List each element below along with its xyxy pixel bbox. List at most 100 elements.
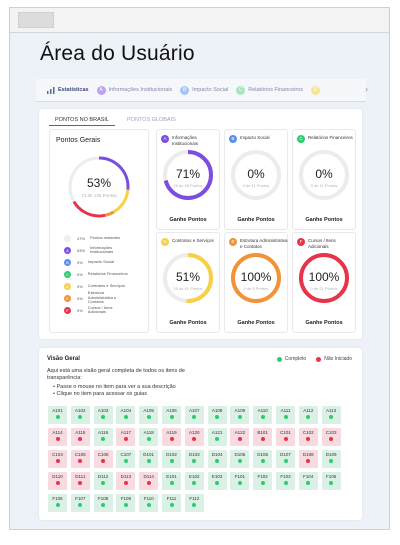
earn-points-button[interactable]: Ganhe Pontos bbox=[169, 217, 207, 223]
app-window: Área do Usuário Estatísticas A Informações… bbox=[9, 7, 390, 530]
item-cell[interactable]: C107 bbox=[116, 450, 136, 468]
legend-dot-icon: B bbox=[64, 258, 71, 266]
status-dot-icon bbox=[169, 437, 174, 441]
status-dot-icon bbox=[306, 437, 311, 441]
status-dot-icon bbox=[283, 481, 288, 485]
item-id: D105 bbox=[234, 452, 246, 457]
item-id: F102 bbox=[257, 474, 268, 479]
item-cell[interactable]: F110 bbox=[139, 494, 159, 512]
item-cell[interactable]: A105 bbox=[139, 406, 159, 424]
item-cell[interactable]: D113 bbox=[116, 472, 136, 490]
item-cell[interactable]: E103 bbox=[207, 472, 227, 490]
item-cell[interactable]: F103 bbox=[276, 472, 295, 490]
subtab-0[interactable]: PONTOS NO BRASIL bbox=[49, 115, 115, 126]
item-cell[interactable]: A109 bbox=[230, 406, 250, 424]
status-dot-icon bbox=[146, 503, 151, 507]
item-cell[interactable]: A113 bbox=[321, 406, 341, 424]
item-cell[interactable]: F111 bbox=[162, 494, 181, 512]
points-card: PONTOS NO BRASIL PONTOS GLOBAIS Pontos Ge… bbox=[39, 109, 362, 339]
item-cell[interactable]: A103 bbox=[93, 406, 113, 424]
earn-points-button[interactable]: Ganhe Pontos bbox=[237, 217, 275, 223]
item-cell[interactable]: D102 bbox=[162, 450, 181, 468]
item-cell[interactable]: A104 bbox=[116, 406, 136, 424]
item-cell[interactable]: F101 bbox=[230, 472, 250, 490]
item-cell[interactable]: D112 bbox=[93, 472, 113, 490]
tab-letter-icon: A bbox=[96, 85, 106, 95]
item-cell[interactable]: E102 bbox=[184, 472, 204, 490]
item-cell[interactable]: A122 bbox=[230, 428, 250, 446]
item-cell[interactable]: D108 bbox=[298, 450, 318, 468]
item-cell[interactable]: A119 bbox=[162, 428, 181, 446]
item-cell[interactable]: C106 bbox=[93, 450, 113, 468]
item-cell[interactable]: C103 bbox=[321, 428, 341, 446]
item-cell[interactable]: F109 bbox=[116, 494, 136, 512]
item-cell[interactable]: C105 bbox=[70, 450, 90, 468]
item-cell[interactable]: F106 bbox=[48, 494, 67, 512]
item-cell[interactable]: A117 bbox=[116, 428, 136, 446]
item-cell[interactable]: B101 bbox=[253, 428, 273, 446]
status-dot-icon bbox=[169, 415, 174, 419]
status-dot-icon bbox=[101, 459, 106, 463]
item-cell[interactable]: F112 bbox=[184, 494, 204, 512]
status-dot-icon bbox=[306, 459, 311, 463]
item-cell[interactable]: A116 bbox=[93, 428, 113, 446]
chevron-right-icon[interactable]: › bbox=[365, 84, 368, 94]
item-cell[interactable]: A121 bbox=[207, 428, 227, 446]
item-cell[interactable]: F105 bbox=[321, 472, 341, 490]
category-card-d: D Contratos e Serviços 51% 25 de 41 Pontos G… bbox=[156, 232, 220, 333]
item-cell[interactable]: D114 bbox=[139, 472, 159, 490]
item-cell[interactable]: F102 bbox=[253, 472, 273, 490]
item-id: C106 bbox=[97, 452, 109, 457]
item-cell[interactable]: C104 bbox=[48, 450, 67, 468]
item-cell[interactable]: A114 bbox=[48, 428, 67, 446]
ring-segment bbox=[163, 253, 213, 303]
item-cell[interactable]: D106 bbox=[253, 450, 273, 468]
item-cell[interactable]: A102 bbox=[70, 406, 90, 424]
item-cell[interactable]: C101 bbox=[276, 428, 295, 446]
item-cell[interactable]: D110 bbox=[48, 472, 67, 490]
tab-1[interactable]: A Informações Institucionais bbox=[96, 85, 172, 95]
tab-0[interactable]: Estatísticas bbox=[46, 86, 89, 95]
item-cell[interactable]: F104 bbox=[298, 472, 318, 490]
item-cell[interactable]: A107 bbox=[184, 406, 204, 424]
logo-placeholder[interactable] bbox=[18, 12, 54, 28]
item-cell[interactable]: F108 bbox=[93, 494, 113, 512]
item-cell[interactable]: E101 bbox=[162, 472, 181, 490]
subtab-1[interactable]: PONTOS GLOBAIS bbox=[127, 117, 176, 123]
tab-2[interactable]: B Impacto Social bbox=[180, 85, 228, 95]
legend-dot-icon: E bbox=[64, 294, 71, 302]
item-id: B101 bbox=[257, 430, 268, 435]
card-percent: 51% bbox=[175, 270, 201, 284]
tab-3[interactable]: C Relatórios Financeiros bbox=[236, 85, 303, 95]
item-cell[interactable]: D103 bbox=[184, 450, 204, 468]
card-title: Cursos / Itens Adicionais bbox=[308, 238, 336, 249]
earn-points-button[interactable]: Ganhe Pontos bbox=[305, 320, 343, 326]
item-cell[interactable]: A112 bbox=[298, 406, 318, 424]
item-cell[interactable]: D104 bbox=[207, 450, 227, 468]
item-id: C102 bbox=[302, 430, 314, 435]
item-cell[interactable]: D109 bbox=[321, 450, 341, 468]
item-cell[interactable]: D107 bbox=[276, 450, 295, 468]
status-dot-icon bbox=[78, 503, 83, 507]
progress-ring bbox=[231, 253, 281, 303]
item-cell[interactable]: A111 bbox=[276, 406, 295, 424]
item-cell[interactable]: D101 bbox=[139, 450, 159, 468]
earn-points-button[interactable]: Ganhe Pontos bbox=[169, 320, 207, 326]
earn-points-button[interactable]: Ganhe Pontos bbox=[237, 320, 275, 326]
item-cell[interactable]: C102 bbox=[298, 428, 318, 446]
card-title: Impacto Social bbox=[240, 135, 270, 140]
tab-4[interactable]: D bbox=[310, 85, 323, 95]
item-cell[interactable]: A101 bbox=[48, 406, 67, 424]
item-cell[interactable]: A110 bbox=[253, 406, 273, 424]
status-dot-icon bbox=[123, 503, 128, 507]
earn-points-button[interactable]: Ganhe Pontos bbox=[305, 217, 343, 223]
item-cell[interactable]: D105 bbox=[230, 450, 250, 468]
item-cell[interactable]: A120 bbox=[184, 428, 204, 446]
item-cell[interactable]: A115 bbox=[70, 428, 90, 446]
item-cell[interactable]: A118 bbox=[139, 428, 159, 446]
item-cell[interactable]: A108 bbox=[207, 406, 227, 424]
overview-legend: Completo Não Iniciado bbox=[276, 356, 352, 362]
item-cell[interactable]: A106 bbox=[162, 406, 181, 424]
item-cell[interactable]: D111 bbox=[70, 472, 90, 490]
item-cell[interactable]: F107 bbox=[70, 494, 90, 512]
